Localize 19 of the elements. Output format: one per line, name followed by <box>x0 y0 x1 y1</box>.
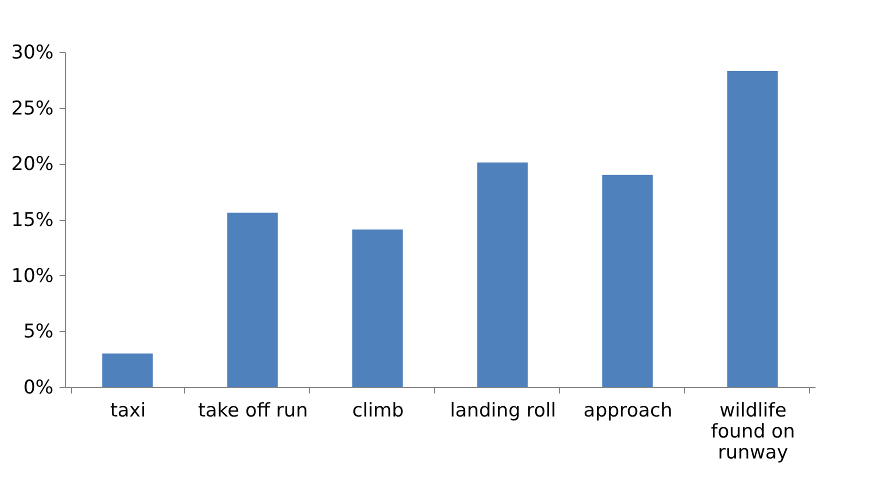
y-tick-label: 0% <box>23 376 54 398</box>
x-tick-label: approach <box>584 400 672 422</box>
x-tick-label: wildlife found on runway <box>710 400 796 464</box>
y-tick-label: 30% <box>11 42 54 64</box>
bar <box>102 354 153 387</box>
x-tick-label: taxi <box>110 400 146 422</box>
x-tick-label: landing roll <box>450 400 556 422</box>
bar <box>727 70 778 387</box>
x-tick-label: take off run <box>198 400 308 422</box>
y-tick-label: 20% <box>11 153 54 176</box>
bar <box>477 162 528 387</box>
y-tick-label: 25% <box>11 97 54 120</box>
bar <box>227 212 278 387</box>
y-tick-label: 5% <box>23 320 54 343</box>
x-tick-label: climb <box>352 400 404 422</box>
bar <box>352 230 403 387</box>
bar <box>602 174 653 387</box>
y-tick-label: 15% <box>11 209 54 231</box>
y-tick-label: 10% <box>11 264 54 287</box>
